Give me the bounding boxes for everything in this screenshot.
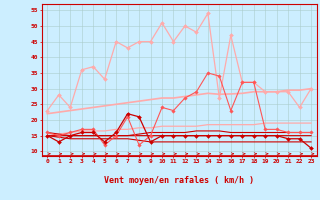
X-axis label: Vent moyen/en rafales ( km/h ): Vent moyen/en rafales ( km/h )	[104, 176, 254, 185]
